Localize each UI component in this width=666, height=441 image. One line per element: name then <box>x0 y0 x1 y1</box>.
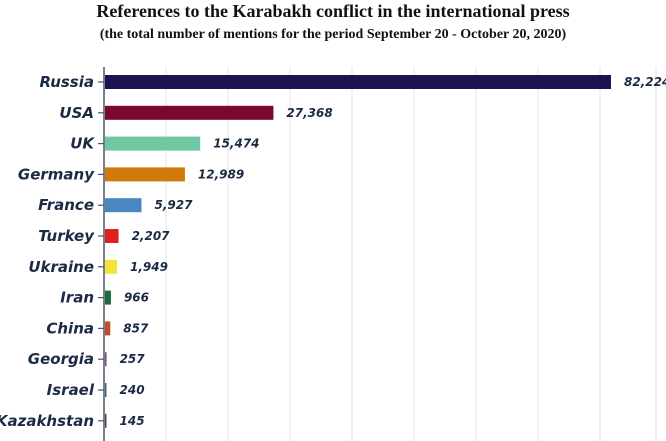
category-label: Georgia <box>28 350 94 368</box>
value-label: 240 <box>120 383 145 397</box>
bar-turkey <box>105 229 119 243</box>
value-label: 82,224 <box>624 75 666 89</box>
category-label: France <box>38 196 94 214</box>
gridlines <box>165 67 657 441</box>
value-label: 257 <box>120 352 146 366</box>
value-label: 2,207 <box>132 229 171 243</box>
bar-usa <box>105 105 274 120</box>
value-label: 857 <box>123 321 149 335</box>
bar-ukraine <box>105 259 117 274</box>
value-label: 27,368 <box>286 106 332 120</box>
value-label: 966 <box>124 291 149 305</box>
category-label: China <box>46 319 94 337</box>
bar-france <box>105 198 142 213</box>
category-label: Germany <box>18 165 95 183</box>
category-label: Kazakhstan <box>0 412 94 430</box>
value-label: 1,949 <box>130 260 168 274</box>
value-label: 145 <box>120 414 145 428</box>
category-label: Israel <box>47 381 95 399</box>
labels: Russia 82,224 USA 27,368 UK 15,474 Germany 12,9… <box>0 73 666 430</box>
chart-title: References to the Karabakh conflict in t… <box>96 1 570 21</box>
category-label: USA <box>59 104 94 122</box>
bar-iran <box>105 290 111 305</box>
category-label: Ukraine <box>28 258 94 276</box>
value-label: 5,927 <box>154 198 193 212</box>
value-label: 12,989 <box>198 167 244 181</box>
category-label: Turkey <box>38 227 95 245</box>
value-label: 15,474 <box>213 137 259 151</box>
bar-israel <box>105 383 107 397</box>
category-label: Russia <box>39 73 94 91</box>
category-label: Iran <box>60 289 94 307</box>
bar-germany <box>105 167 185 182</box>
category-label: UK <box>70 135 95 153</box>
chart-subtitle: (the total number of mentions for the pe… <box>99 27 567 42</box>
bar-georgia <box>105 352 107 367</box>
bar-russia <box>105 75 611 89</box>
bar-china <box>105 321 111 336</box>
bar-uk <box>105 136 201 151</box>
bar-kazakhstan <box>105 413 107 428</box>
bars <box>105 75 611 428</box>
